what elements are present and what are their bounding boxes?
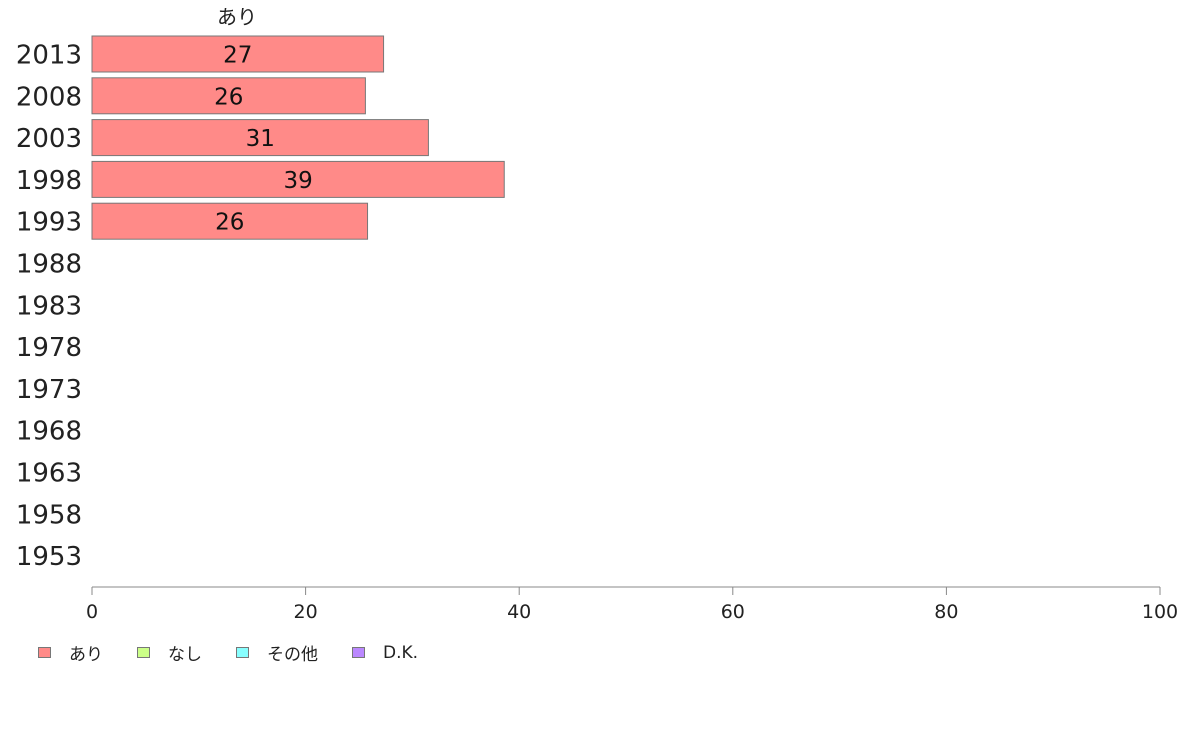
legend: あり なし その他 D.K. xyxy=(38,640,452,665)
bar xyxy=(91,202,369,240)
category-label: 1963 xyxy=(16,459,82,489)
x-tick-label: 40 xyxy=(507,601,531,623)
legend-item: その他 xyxy=(236,640,318,665)
x-tick-label: 60 xyxy=(721,601,745,623)
category-label: 1973 xyxy=(16,375,82,405)
legend-swatch xyxy=(236,647,249,658)
bar-value-label: 26 xyxy=(214,84,243,110)
legend-item: あり xyxy=(38,640,103,665)
category-label: 2008 xyxy=(16,82,82,112)
legend-swatch xyxy=(352,647,365,658)
column-header: あり xyxy=(217,5,257,29)
legend-swatch xyxy=(38,647,51,658)
legend-label: あり xyxy=(69,645,103,665)
legend-item: D.K. xyxy=(352,643,418,663)
category-label: 1983 xyxy=(16,291,82,321)
bar-value-label: 27 xyxy=(223,43,252,69)
legend-item: なし xyxy=(137,640,202,665)
bar-value-label: 31 xyxy=(246,126,275,152)
legend-swatch xyxy=(137,647,150,658)
category-label: 1998 xyxy=(16,166,82,196)
legend-label: その他 xyxy=(267,645,318,665)
bar-value-label: 39 xyxy=(283,168,312,194)
category-label: 1993 xyxy=(16,208,82,238)
bar xyxy=(91,160,505,198)
category-label: 2013 xyxy=(16,41,82,71)
x-tick-label: 80 xyxy=(934,601,958,623)
category-label: 1988 xyxy=(16,250,82,280)
category-label: 1953 xyxy=(16,542,82,572)
x-tick-label: 20 xyxy=(294,601,318,623)
category-label: 2003 xyxy=(16,124,82,154)
x-tick-label: 0 xyxy=(86,601,98,623)
category-label: 1958 xyxy=(16,500,82,530)
category-label: 1978 xyxy=(16,333,82,363)
bar xyxy=(91,35,385,73)
legend-label: D.K. xyxy=(383,642,419,663)
bar xyxy=(91,119,429,157)
bar-value-label: 26 xyxy=(215,210,244,236)
legend-label: なし xyxy=(168,645,202,665)
x-tick-label: 100 xyxy=(1142,601,1178,623)
bar xyxy=(91,77,366,115)
category-label: 1968 xyxy=(16,417,82,447)
